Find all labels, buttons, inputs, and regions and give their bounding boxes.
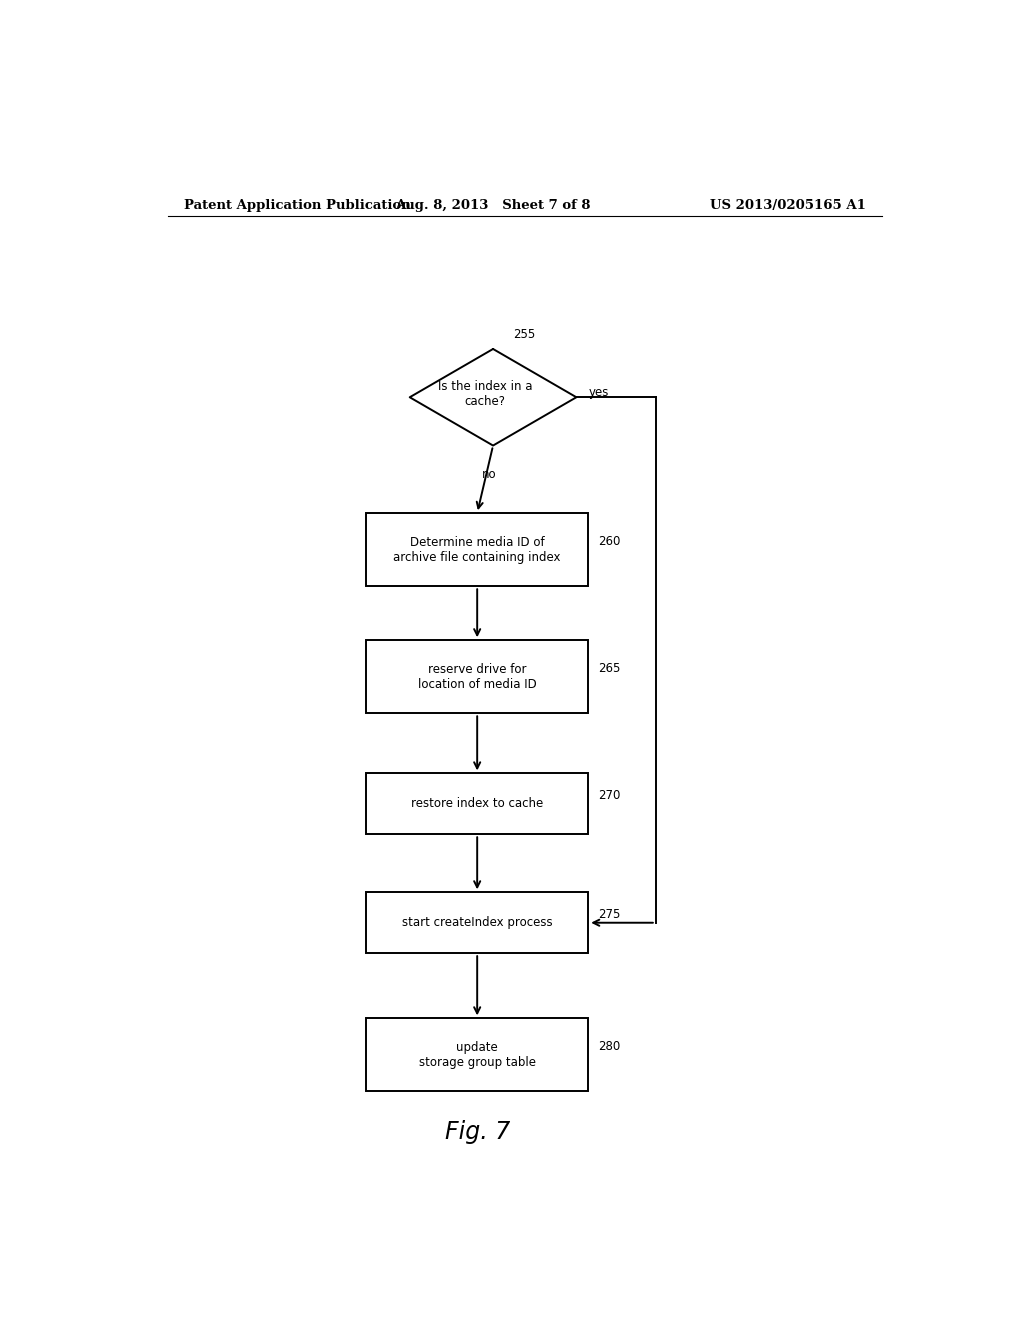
Text: Patent Application Publication: Patent Application Publication [183, 198, 411, 211]
Text: 275: 275 [598, 908, 621, 921]
Text: 265: 265 [598, 663, 621, 675]
Text: yes: yes [588, 385, 608, 399]
Text: reserve drive for
location of media ID: reserve drive for location of media ID [418, 663, 537, 690]
Text: US 2013/0205165 A1: US 2013/0205165 A1 [711, 198, 866, 211]
Text: no: no [481, 467, 497, 480]
Text: 255: 255 [513, 327, 536, 341]
Text: update
storage group table: update storage group table [419, 1041, 536, 1069]
Text: Is the index in a
cache?: Is the index in a cache? [438, 380, 532, 408]
Text: 260: 260 [598, 535, 621, 548]
FancyBboxPatch shape [367, 774, 588, 834]
Text: 270: 270 [598, 789, 621, 803]
Text: Aug. 8, 2013   Sheet 7 of 8: Aug. 8, 2013 Sheet 7 of 8 [395, 198, 591, 211]
FancyBboxPatch shape [367, 1018, 588, 1092]
FancyBboxPatch shape [367, 892, 588, 953]
Text: start createIndex process: start createIndex process [401, 916, 553, 929]
Text: Fig. 7: Fig. 7 [444, 1121, 510, 1144]
Text: restore index to cache: restore index to cache [411, 797, 544, 810]
Text: 280: 280 [598, 1040, 621, 1053]
Text: Determine media ID of
archive file containing index: Determine media ID of archive file conta… [393, 536, 561, 564]
FancyBboxPatch shape [367, 640, 588, 713]
FancyBboxPatch shape [367, 513, 588, 586]
